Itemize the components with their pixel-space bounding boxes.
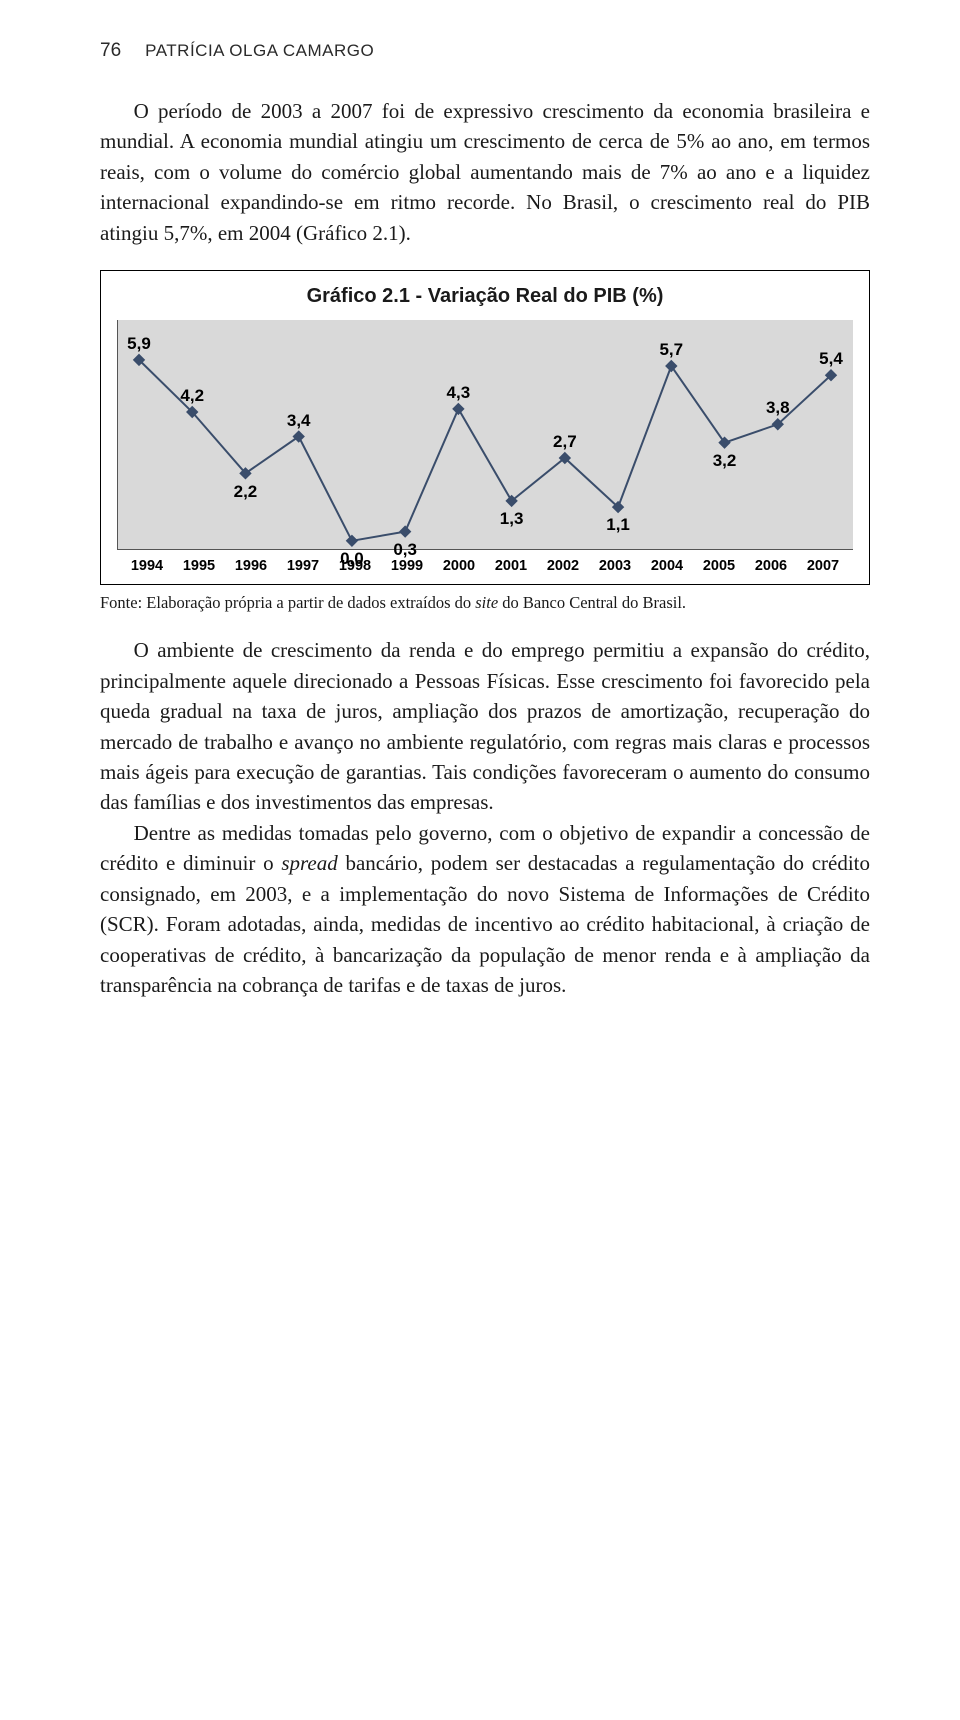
x-tick-label: 1999 (381, 558, 433, 574)
para3-text: Dentre as medidas tomadas pelo governo, … (100, 818, 870, 1001)
paragraph-3: Dentre as medidas tomadas pelo governo, … (100, 818, 870, 1001)
data-label: 4,3 (447, 383, 471, 403)
data-label: 2,7 (553, 432, 577, 452)
data-label: 3,2 (713, 451, 737, 471)
chart-svg (117, 320, 853, 550)
paragraph-2: O ambiente de crescimento da renda e do … (100, 635, 870, 818)
para3-spread: spread (281, 851, 337, 875)
x-tick-label: 2006 (745, 558, 797, 574)
paragraph-1: O período de 2003 a 2007 foi de expressi… (100, 96, 870, 248)
caption-pre: Fonte: Elaboração própria a partir de da… (100, 593, 475, 612)
page-number: 76 (100, 40, 121, 62)
chart-caption: Fonte: Elaboração própria a partir de da… (100, 593, 870, 613)
data-label: 0,3 (393, 540, 417, 560)
x-tick-label: 1997 (277, 558, 329, 574)
data-label: 0,0 (340, 549, 364, 569)
data-label: 2,2 (234, 482, 258, 502)
data-label: 5,9 (127, 334, 151, 354)
data-label: 5,7 (659, 340, 683, 360)
x-tick-label: 2002 (537, 558, 589, 574)
x-tick-label: 1995 (173, 558, 225, 574)
para2-text: O ambiente de crescimento da renda e do … (100, 635, 870, 818)
data-label: 1,3 (500, 509, 524, 529)
x-tick-label: 2000 (433, 558, 485, 574)
x-tick-label: 2007 (797, 558, 849, 574)
data-label: 4,2 (180, 386, 204, 406)
x-axis-labels: 1994199519961997199819992000200120022003… (117, 558, 853, 574)
chart-container: Gráfico 2.1 - Variação Real do PIB (%) 5… (100, 270, 870, 585)
caption-post: do Banco Central do Brasil. (498, 593, 686, 612)
data-label: 3,4 (287, 411, 311, 431)
x-tick-label: 2005 (693, 558, 745, 574)
data-label: 3,8 (766, 398, 790, 418)
author-name: PATRÍCIA OLGA CAMARGO (145, 41, 374, 61)
chart-title: Gráfico 2.1 - Variação Real do PIB (%) (101, 285, 869, 308)
x-tick-label: 2004 (641, 558, 693, 574)
x-tick-label: 2003 (589, 558, 641, 574)
x-tick-label: 1994 (121, 558, 173, 574)
x-tick-label: 2001 (485, 558, 537, 574)
chart-plot: 5,9 4,2 2,2 3,4 0,0 0,3 4,3 1,3 2,7 1,1 5,7 3,2 3,8 5… (117, 320, 853, 574)
plot-area: 5,94,22,23,40,00,34,31,32,71,15,73,23,85… (117, 320, 853, 550)
data-label: 1,1 (606, 515, 630, 535)
x-tick-label: 1996 (225, 558, 277, 574)
data-label: 5,4 (819, 349, 843, 369)
caption-site: site (475, 593, 498, 612)
page-header: 76 PATRÍCIA OLGA CAMARGO (100, 40, 870, 62)
para1-text: O período de 2003 a 2007 foi de expressi… (100, 96, 870, 248)
